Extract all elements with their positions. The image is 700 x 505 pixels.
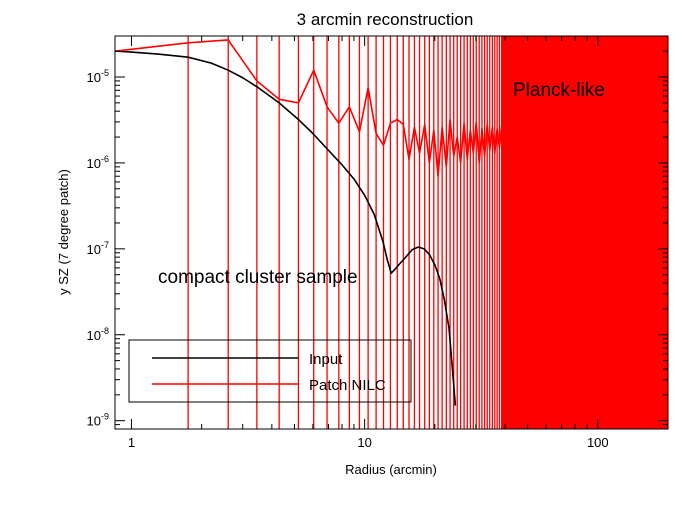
y-tick-label--9: 10-9 — [87, 412, 109, 429]
legend-label-input: Input — [309, 351, 343, 368]
plot-area — [115, 36, 668, 429]
y-tick-label--8: 10-8 — [87, 326, 109, 343]
y-axis-label: y SZ (7 degree patch) — [56, 169, 71, 295]
chart-title: 3 arcmin reconstruction — [297, 10, 474, 29]
y-tick-label--6: 10-6 — [87, 154, 109, 171]
legend-label-patch-nilc: Patch NILC — [309, 377, 386, 394]
legend-box — [128, 339, 412, 403]
x-tick-label-100: 100 — [587, 435, 609, 450]
x-axis-ticks: 1 10 100 — [128, 36, 669, 450]
legend: Input Patch NILC — [128, 339, 412, 403]
series-line-patch-nilc — [115, 39, 503, 178]
x-axis-label: Radius (arcmin) — [345, 462, 437, 477]
solid-red-fill — [501, 36, 668, 429]
y-axis-ticks: 10-9 10-8 10-7 10-6 10-5 — [87, 50, 668, 430]
series-lines — [115, 39, 503, 406]
vertical-lines — [187, 36, 503, 429]
plot-frame — [114, 35, 669, 430]
x-tick-label-1: 1 — [128, 435, 135, 450]
series-line-input — [115, 50, 457, 406]
x-tick-label-10: 10 — [357, 435, 371, 450]
y-tick-label--5: 10-5 — [87, 68, 109, 85]
annotation-planck-like: Planck-like — [513, 80, 605, 101]
y-tick-label--7: 10-7 — [87, 240, 109, 257]
annotation-compact-cluster-sample: compact cluster sample — [158, 267, 358, 288]
